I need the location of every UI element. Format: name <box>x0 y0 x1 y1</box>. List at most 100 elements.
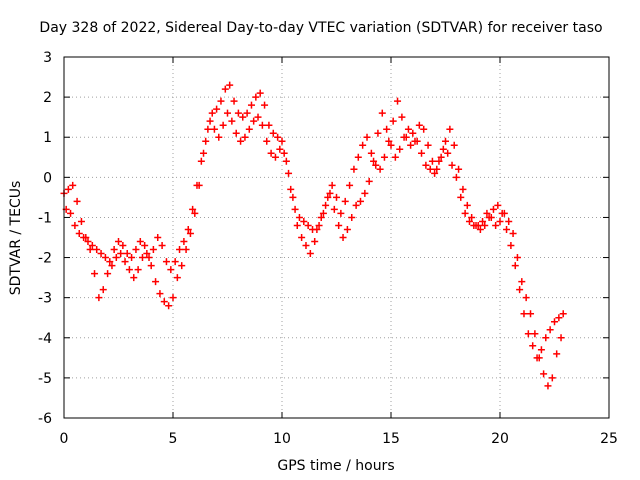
data-point <box>483 209 491 217</box>
data-point <box>189 205 197 213</box>
data-point <box>115 238 122 246</box>
data-point <box>191 209 199 217</box>
y-tick-label: 3 <box>43 50 52 66</box>
data-point <box>101 254 109 262</box>
data-point <box>324 193 332 201</box>
data-point <box>167 266 175 274</box>
data-point <box>186 229 194 237</box>
data-point <box>263 137 271 145</box>
data-point <box>359 141 367 149</box>
data-point <box>269 129 277 137</box>
data-point <box>69 181 77 189</box>
data-point <box>237 137 245 145</box>
data-point <box>457 193 465 201</box>
data-point <box>531 330 539 338</box>
data-point <box>452 173 460 181</box>
data-point <box>422 161 430 169</box>
data-point <box>304 221 312 229</box>
data-point <box>424 141 432 149</box>
data-point <box>352 201 360 209</box>
data-point <box>134 266 142 274</box>
data-point <box>75 229 83 237</box>
data-point <box>463 201 471 209</box>
data-point <box>287 185 295 193</box>
data-point <box>322 201 330 209</box>
data-point <box>485 213 493 221</box>
data-point <box>210 125 218 133</box>
data-point <box>245 125 253 133</box>
data-point <box>230 97 238 105</box>
data-point <box>254 113 262 121</box>
data-point <box>407 141 415 149</box>
data-point <box>193 181 201 189</box>
data-point <box>243 109 251 117</box>
data-point <box>247 101 255 109</box>
data-point <box>160 298 168 306</box>
data-point <box>544 382 552 390</box>
data-point <box>503 225 511 233</box>
data-point <box>298 234 306 241</box>
data-point <box>529 342 537 350</box>
data-point <box>173 274 181 282</box>
data-point <box>333 193 340 201</box>
data-point <box>385 137 393 145</box>
data-point <box>365 177 373 185</box>
data-point <box>426 165 434 173</box>
data-point <box>551 318 558 326</box>
data-point <box>559 310 567 318</box>
data-point <box>295 213 303 221</box>
data-point <box>258 121 266 129</box>
data-point <box>280 149 288 157</box>
data-point <box>132 246 140 254</box>
data-point <box>494 201 502 209</box>
data-point <box>250 117 258 125</box>
data-point <box>498 209 506 217</box>
data-point <box>518 278 526 286</box>
data-point <box>200 149 208 157</box>
data-point <box>221 85 229 93</box>
data-point <box>208 109 216 117</box>
data-point <box>448 161 456 169</box>
data-point <box>125 266 133 274</box>
data-point <box>537 346 545 354</box>
x-tick-label: 20 <box>491 431 509 447</box>
data-point <box>178 262 186 270</box>
data-point <box>411 137 419 145</box>
data-point <box>145 254 153 262</box>
data-point <box>557 334 565 342</box>
data-point <box>64 185 72 193</box>
data-point <box>136 238 144 246</box>
data-point <box>527 310 535 318</box>
data-point <box>428 157 436 165</box>
y-tick-label: -3 <box>38 291 52 307</box>
data-point <box>370 157 378 165</box>
data-point <box>540 370 548 378</box>
data-point <box>154 234 162 241</box>
data-point <box>97 250 105 258</box>
data-point <box>468 213 476 221</box>
data-point <box>372 161 380 169</box>
data-point <box>265 121 273 129</box>
data-point <box>123 250 131 258</box>
data-point <box>348 213 356 221</box>
data-point <box>95 294 103 302</box>
data-point <box>165 302 173 310</box>
data-point <box>93 246 101 254</box>
data-point <box>317 213 325 221</box>
data-point <box>228 117 236 125</box>
data-point <box>555 314 563 322</box>
data-point <box>197 157 205 165</box>
data-point <box>84 238 92 246</box>
data-point <box>106 258 114 266</box>
data-point <box>404 125 412 133</box>
data-point <box>215 133 223 141</box>
data-point <box>306 250 314 258</box>
series-taso <box>60 81 565 390</box>
data-point <box>356 197 364 205</box>
data-point <box>361 189 369 197</box>
data-point <box>112 254 120 262</box>
data-point <box>354 153 362 161</box>
data-point <box>276 145 284 153</box>
data-point <box>108 262 116 270</box>
